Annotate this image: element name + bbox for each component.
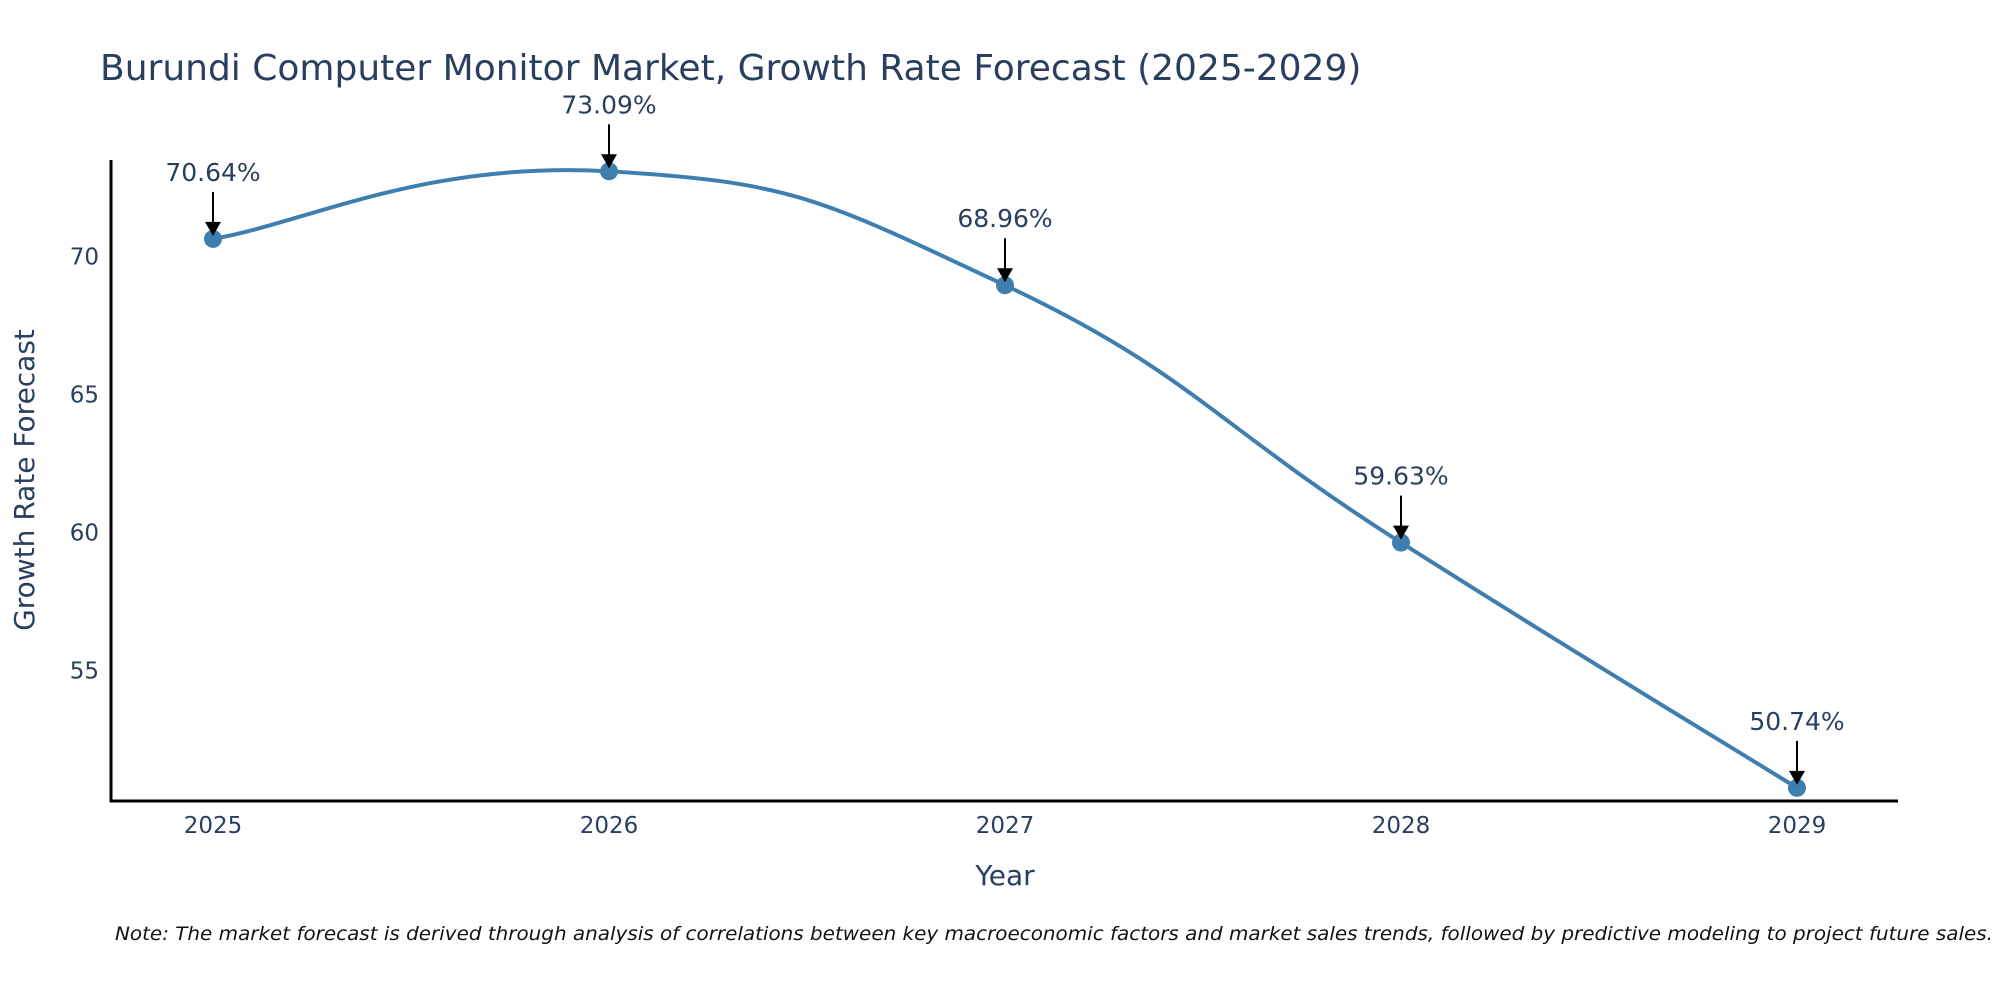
data-label-2025: 70.64%: [165, 158, 260, 187]
data-point-2028: [1392, 533, 1410, 552]
data-label-2029: 50.74%: [1749, 707, 1844, 736]
chart-note: Note: The market forecast is derived thr…: [115, 923, 1993, 945]
data-point-2026: [600, 162, 618, 181]
y-tick-label: 70: [70, 245, 99, 271]
y-axis-title: Growth Rate Forecast: [8, 329, 41, 631]
data-point-2029: [1788, 778, 1806, 797]
annotation-arrow-head: [1789, 770, 1805, 785]
data-label-2028: 59.63%: [1353, 462, 1448, 491]
data-point-2025: [204, 229, 222, 248]
annotation-arrow-head: [997, 268, 1013, 283]
x-tick-label: 2027: [976, 813, 1035, 839]
data-annotations: 70.64% 73.09% 68.96% 59.63% 50.74%: [165, 90, 1845, 785]
y-tick-label: 55: [70, 658, 99, 684]
y-tick-label: 60: [70, 520, 99, 546]
y-tick-label: 65: [70, 382, 99, 408]
x-axis-title: Year: [974, 859, 1035, 892]
x-tick-label: 2028: [1372, 813, 1431, 839]
x-tick-label: 2026: [580, 813, 639, 839]
data-label-2026: 73.09%: [561, 90, 656, 119]
chart-title: Burundi Computer Monitor Market, Growth …: [100, 48, 1361, 89]
data-point-2027: [996, 276, 1014, 295]
annotation-arrow-head: [601, 154, 617, 169]
annotation-arrow-head: [205, 221, 221, 236]
x-tick-label: 2025: [184, 813, 243, 839]
x-tick-label: 2029: [1768, 813, 1827, 839]
data-points: [204, 162, 1806, 797]
x-tick-labels: 2025 2026 2027 2028 2029: [184, 813, 1827, 839]
y-tick-labels: 55 60 65 70: [70, 245, 99, 685]
annotation-arrow-head: [1393, 525, 1409, 540]
axes: [109, 160, 1898, 803]
data-label-2027: 68.96%: [957, 204, 1052, 233]
